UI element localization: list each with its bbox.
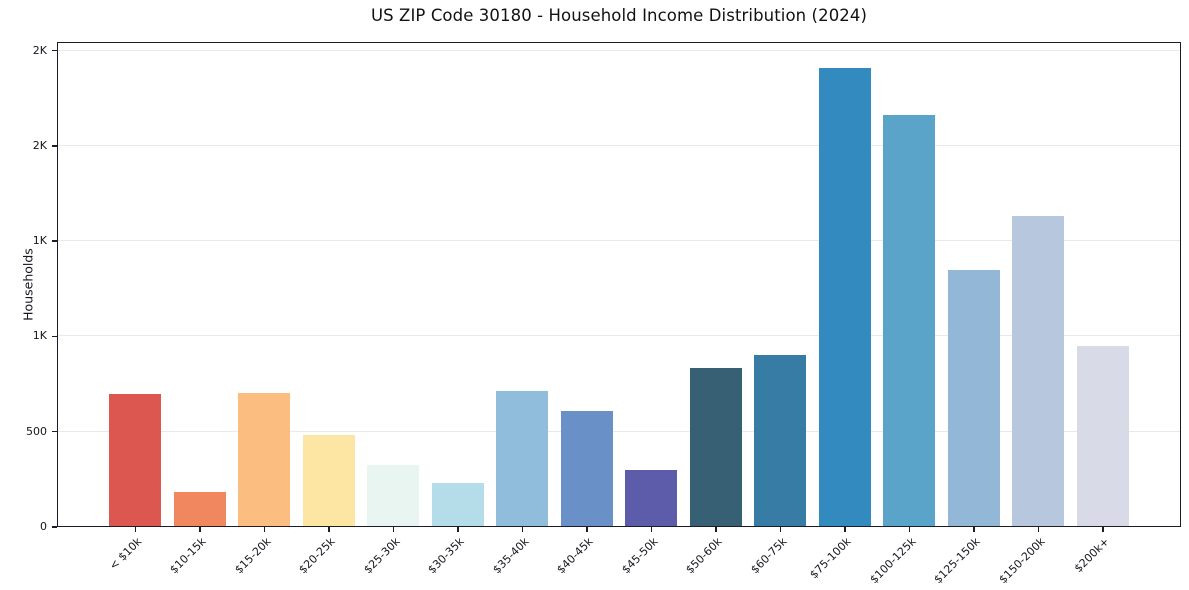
x-tick-mark — [134, 527, 136, 532]
x-tick-label-text: $200k+ — [1071, 535, 1112, 576]
bar-slot — [684, 42, 749, 527]
x-tick-label-text: $75-100k — [807, 535, 854, 582]
x-tick-mark — [1037, 527, 1039, 532]
y-tick-mark — [52, 335, 57, 338]
bar-slot — [555, 42, 620, 527]
y-tick-mark — [52, 145, 57, 147]
gridline-2K — [57, 144, 1181, 146]
bar-slot — [297, 42, 362, 527]
bar-60-75k — [754, 354, 807, 527]
bar-slot — [1071, 42, 1136, 527]
y-tick-label: 2K — [32, 138, 47, 152]
bar-30-35k — [431, 483, 484, 527]
plot-area — [57, 42, 1181, 527]
x-tick-mark — [650, 527, 652, 532]
gridline-1K — [57, 240, 1181, 242]
y-tick-mark — [52, 240, 57, 242]
bar-slot — [426, 42, 491, 527]
bar-20-25k — [302, 434, 355, 527]
x-tick-label-text: $15-20k — [232, 535, 274, 577]
x-tick-mark — [199, 527, 201, 532]
bar-slot — [361, 42, 426, 527]
y-tick-label: 0 — [40, 520, 47, 533]
bar-slot — [232, 42, 297, 527]
x-tick-label-text: $40-45k — [554, 535, 596, 577]
bar-10k — [109, 393, 162, 527]
x-tick-mark — [1102, 527, 1104, 532]
x-tick-label-text: $45-50k — [619, 535, 661, 577]
x-tick-label-text: $100-125k — [867, 535, 919, 587]
bar-15-20k — [238, 392, 291, 527]
y-tick-label: 500 — [26, 424, 47, 438]
bar-35-40k — [496, 390, 549, 527]
x-tick-label-text: $35-40k — [490, 535, 532, 577]
bar-slot — [877, 42, 942, 527]
gridline-500 — [57, 430, 1181, 432]
gridline-1K — [57, 335, 1181, 337]
bar-200k+ — [1076, 345, 1129, 527]
x-tick-label-text: $10-15k — [167, 535, 209, 577]
x-tick-label-text: $125-150k — [931, 535, 983, 587]
y-axis: 0 500 1K 1K 2K 2K — [0, 42, 57, 533]
y-tick-mark — [52, 49, 57, 52]
bar-40-45k — [560, 410, 613, 527]
bar-slot — [490, 42, 555, 527]
x-tick-mark — [715, 527, 717, 532]
x-tick-label-text: $60-75k — [748, 535, 790, 577]
x-tick-label-text: $30-35k — [425, 535, 467, 577]
x-tick-mark — [973, 527, 975, 532]
bar-slot — [813, 42, 878, 527]
bar-50-60k — [689, 367, 742, 527]
y-tick-mark — [52, 430, 57, 433]
x-tick-mark — [263, 527, 265, 532]
x-tick-mark — [586, 527, 588, 532]
x-tick-mark — [521, 527, 523, 532]
bars-layer — [57, 42, 1181, 527]
x-tick-label-text: $20-25k — [296, 535, 338, 577]
x-tick-mark — [844, 527, 846, 532]
gridlines-layer — [57, 42, 1181, 527]
chart-title: US ZIP Code 30180 - Household Income Dis… — [370, 6, 868, 25]
bar-slot — [942, 42, 1007, 527]
x-tick-mark — [908, 527, 910, 532]
bar-75-100k — [818, 67, 871, 527]
x-tick-mark — [392, 527, 394, 532]
bar-25-30k — [367, 465, 420, 527]
x-axis: < $10k $10-15k $15-20k $20-25k $25-30k $30-35… — [57, 527, 1181, 589]
y-tick-mark — [52, 526, 57, 528]
gridline-2K — [57, 49, 1181, 51]
bar-125-150k — [947, 269, 1000, 527]
x-tick-mark — [328, 527, 330, 532]
x-tick-label-text: $25-30k — [361, 535, 403, 577]
bar-45-50k — [625, 469, 678, 527]
y-tick-label: 2K — [32, 43, 47, 57]
bar-slot — [1006, 42, 1071, 527]
x-tick-label-text: < $10k — [106, 535, 145, 573]
bar-100-125k — [883, 115, 936, 527]
bar-slot — [619, 42, 684, 527]
bar-150-200k — [1012, 216, 1065, 527]
bar-slot — [748, 42, 813, 527]
bar-10-15k — [173, 491, 226, 527]
x-tick-label-text: $150-200k — [996, 535, 1048, 587]
x-tick-label-text: $50-60k — [683, 535, 725, 577]
x-tick-mark — [779, 527, 781, 532]
bar-slot — [103, 42, 168, 527]
x-tick-mark — [457, 527, 459, 532]
y-tick-label: 1K — [32, 234, 47, 248]
y-tick-label: 1K — [32, 329, 47, 343]
bar-slot — [168, 42, 233, 527]
